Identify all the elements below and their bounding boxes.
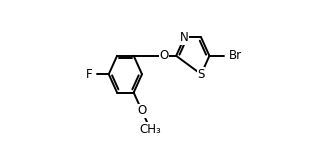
Text: O: O	[137, 105, 147, 117]
Text: S: S	[197, 68, 205, 81]
Text: N: N	[180, 31, 189, 44]
Text: CH₃: CH₃	[139, 123, 161, 136]
Text: O: O	[159, 49, 168, 62]
Text: F: F	[86, 68, 92, 81]
Text: Br: Br	[229, 49, 242, 62]
